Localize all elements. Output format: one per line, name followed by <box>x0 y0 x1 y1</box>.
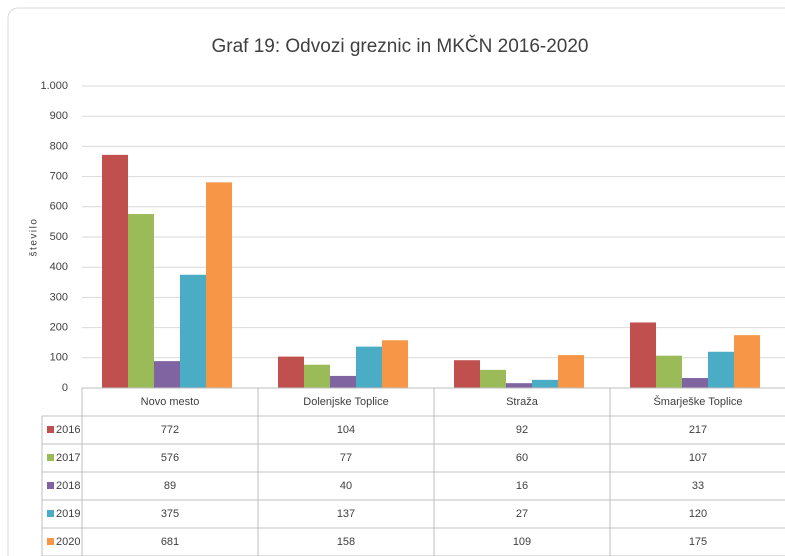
legend-label: 2016 <box>56 424 80 436</box>
y-tick-label: 400 <box>50 261 68 273</box>
bar <box>180 274 206 388</box>
bar <box>480 369 506 388</box>
legend-swatch <box>47 454 54 461</box>
x-tick-label: Dolenjske Toplice <box>303 396 388 408</box>
table-cell: 27 <box>516 508 528 520</box>
legend-label: 2017 <box>56 452 80 464</box>
table-cell: 109 <box>513 536 531 548</box>
y-tick-label: 100 <box>50 352 68 364</box>
y-tick-label: 1.000 <box>40 80 68 92</box>
legend-swatch <box>47 426 54 433</box>
table-cell: 60 <box>516 452 528 464</box>
y-tick-label: 200 <box>50 322 68 334</box>
legend-label: 2020 <box>56 536 80 548</box>
y-tick-label: 600 <box>50 201 68 213</box>
table-cell: 77 <box>340 452 352 464</box>
bar <box>102 154 128 388</box>
x-tick-label: Straža <box>506 396 539 408</box>
bar <box>734 335 760 388</box>
y-tick-label: 300 <box>50 291 68 303</box>
bar <box>304 364 330 388</box>
table-cell: 107 <box>689 452 707 464</box>
bar <box>708 351 734 388</box>
chart-title: Graf 19: Odvozi greznic in MKČN 2016-202… <box>211 35 588 57</box>
bar <box>128 214 154 388</box>
bar <box>630 322 656 388</box>
bar <box>356 346 382 388</box>
bar <box>506 383 532 388</box>
legend-swatch <box>47 510 54 517</box>
table-cell: 104 <box>337 424 355 436</box>
table-cell: 681 <box>161 536 179 548</box>
y-axis-label: število <box>29 218 40 257</box>
legend-swatch <box>47 538 54 545</box>
bar <box>532 379 558 388</box>
y-tick-label: 0 <box>62 382 68 394</box>
bar <box>382 340 408 388</box>
x-tick-label: Šmarješke Toplice <box>653 395 742 408</box>
table-cell: 40 <box>340 480 352 492</box>
table-cell: 217 <box>689 424 707 436</box>
y-tick-label: 500 <box>50 231 68 243</box>
bar <box>558 355 584 388</box>
bar <box>278 356 304 388</box>
chart-frame <box>7 7 785 556</box>
table-cell: 576 <box>161 452 179 464</box>
bar <box>454 360 480 388</box>
table-cell: 772 <box>161 424 179 436</box>
bar <box>206 182 232 388</box>
x-tick-label: Novo mesto <box>141 396 200 408</box>
table-cell: 158 <box>337 536 355 548</box>
y-tick-label: 800 <box>50 140 68 152</box>
bar <box>682 378 708 388</box>
bar <box>330 375 356 388</box>
table-cell: 137 <box>337 508 355 520</box>
y-tick-label: 700 <box>50 171 68 183</box>
table-cell: 89 <box>164 480 176 492</box>
y-tick-label: 900 <box>50 110 68 122</box>
bar <box>656 355 682 388</box>
table-cell: 33 <box>692 480 704 492</box>
table-cell: 92 <box>516 424 528 436</box>
table-cell: 120 <box>689 508 707 520</box>
legend-swatch <box>47 482 54 489</box>
table-cell: 16 <box>516 480 528 492</box>
legend-label: 2018 <box>56 480 80 492</box>
bar <box>154 361 180 388</box>
table-cell: 375 <box>161 508 179 520</box>
table-cell: 175 <box>689 536 707 548</box>
legend-label: 2019 <box>56 508 80 520</box>
